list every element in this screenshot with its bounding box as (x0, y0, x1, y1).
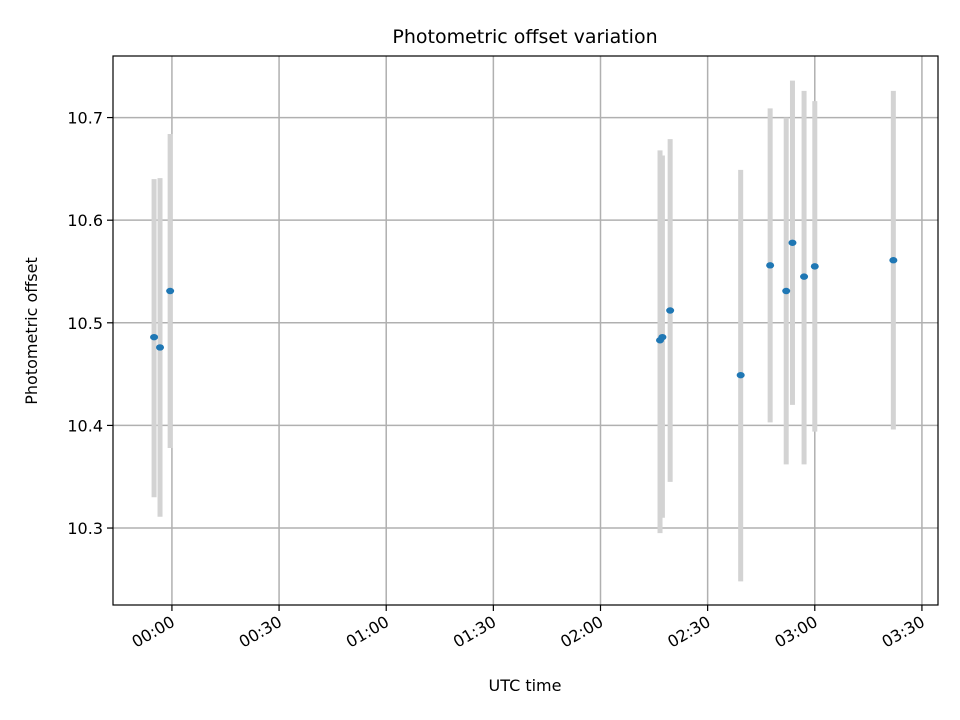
data-point (810, 263, 819, 270)
y-tick-label: 10.5 (67, 314, 103, 333)
chart-title: Photometric offset variation (392, 26, 657, 48)
y-tick-label: 10.4 (67, 416, 103, 435)
grid (113, 56, 938, 605)
data-point (736, 371, 745, 379)
data-point (782, 287, 791, 295)
data-point (166, 287, 175, 295)
y-tick-label: 10.7 (67, 109, 103, 128)
y-axis-title: Photometric offset (22, 257, 41, 405)
data-point (666, 307, 675, 314)
x-axis-title: UTC time (489, 676, 562, 695)
data-point (788, 239, 797, 246)
data-point (658, 333, 667, 341)
data-point (156, 344, 165, 351)
data-point (889, 257, 898, 264)
data-point (766, 262, 775, 269)
plot-area-frame (112, 55, 939, 606)
y-tick-label: 10.3 (67, 519, 103, 538)
y-axis-ticks: 10.3 10.4 10.5 10.6 10.7 (67, 109, 113, 538)
data-point (800, 273, 809, 280)
y-tick-label: 10.6 (67, 211, 103, 230)
data-points (150, 239, 898, 379)
data-point (150, 333, 159, 341)
